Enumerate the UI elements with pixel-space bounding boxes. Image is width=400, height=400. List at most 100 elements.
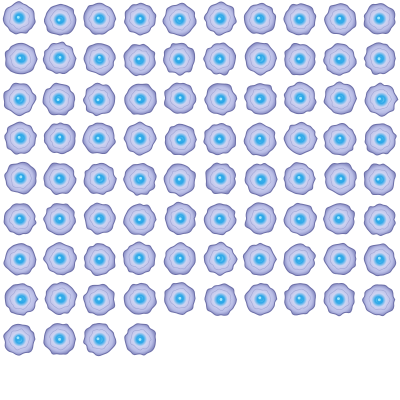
orb-core-highlight xyxy=(338,136,342,140)
sprite-frame xyxy=(160,240,200,280)
sprite-frame xyxy=(240,160,280,200)
sprite-frame xyxy=(120,320,160,360)
orb-inner-ring xyxy=(8,328,31,351)
sprite-frame xyxy=(160,280,200,320)
energy-orb-icon xyxy=(124,83,157,115)
energy-orb-icon xyxy=(203,42,237,76)
orb-core-highlight xyxy=(137,297,141,301)
orb-core-highlight xyxy=(178,296,182,300)
orb-inner-ring xyxy=(49,8,72,31)
energy-orb-icon xyxy=(163,163,196,197)
orb-inner-ring xyxy=(88,8,111,29)
orb-inner-ring xyxy=(9,48,32,70)
orb-core-highlight xyxy=(16,336,20,340)
orb-inner-ring xyxy=(329,9,352,30)
energy-orb-icon xyxy=(324,162,357,196)
orb-inner-ring xyxy=(289,288,311,311)
orb-core-highlight xyxy=(297,296,301,300)
orb-core-highlight xyxy=(18,257,22,261)
orb-inner-ring xyxy=(88,88,111,110)
orb-inner-ring xyxy=(368,209,391,231)
orb-inner-ring xyxy=(49,48,71,69)
orb-inner-ring xyxy=(128,48,150,71)
orb-core-highlight xyxy=(217,17,221,21)
orb-core-highlight xyxy=(17,135,21,139)
sprite-frame xyxy=(40,0,80,40)
energy-orb-icon xyxy=(203,203,237,236)
orb-core-highlight xyxy=(339,177,343,180)
energy-orb-icon xyxy=(243,122,277,157)
energy-orb-icon xyxy=(284,283,316,316)
sprite-frame xyxy=(0,80,40,120)
orb-core-highlight xyxy=(217,256,220,260)
orb-inner-ring xyxy=(369,248,391,271)
energy-orb-icon xyxy=(43,162,77,195)
orb-core-highlight xyxy=(377,57,381,61)
orb-core-highlight xyxy=(297,217,301,221)
orb-core-highlight xyxy=(338,16,342,20)
orb-inner-ring xyxy=(289,209,311,231)
orb-inner-ring xyxy=(89,249,110,271)
sprite-frame xyxy=(280,120,320,160)
orb-core-highlight xyxy=(297,176,301,179)
sprite-frame xyxy=(40,320,80,360)
orb-inner-ring xyxy=(249,88,271,110)
orb-core-highlight xyxy=(137,57,141,61)
orb-inner-ring xyxy=(129,89,152,110)
orb-inner-ring xyxy=(249,48,272,69)
energy-orb-icon xyxy=(43,323,77,355)
orb-inner-ring xyxy=(249,7,271,30)
energy-orb-icon xyxy=(244,283,278,316)
orb-inner-ring xyxy=(249,288,271,310)
sprite-frame xyxy=(280,160,320,200)
orb-inner-ring xyxy=(210,167,232,190)
sprite-frame xyxy=(80,0,120,40)
orb-inner-ring xyxy=(10,127,31,150)
energy-orb-icon xyxy=(283,121,318,155)
energy-orb-icon xyxy=(203,1,237,36)
sprite-frame xyxy=(0,200,40,240)
energy-orb-icon xyxy=(244,202,277,235)
orb-inner-ring xyxy=(288,168,311,189)
sprite-frame xyxy=(200,280,240,320)
orb-core-highlight xyxy=(138,218,141,222)
energy-orb-icon xyxy=(123,282,157,315)
orb-inner-ring xyxy=(290,8,311,30)
energy-orb-icon xyxy=(163,82,197,114)
energy-orb-icon xyxy=(323,203,355,235)
energy-orb-icon xyxy=(284,42,316,76)
energy-orb-icon xyxy=(242,242,277,276)
energy-orb-icon xyxy=(2,1,36,35)
sprite-frame xyxy=(160,200,200,240)
orb-core-highlight xyxy=(58,337,61,341)
orb-inner-ring xyxy=(129,7,151,29)
sprite-frame xyxy=(0,40,40,80)
sprite-frame xyxy=(240,240,280,280)
orb-core-highlight xyxy=(16,96,20,100)
orb-inner-ring xyxy=(368,169,391,191)
energy-orb-icon xyxy=(43,242,77,276)
orb-core-highlight xyxy=(258,296,262,300)
energy-orb-icon xyxy=(123,121,157,156)
sprite-frame xyxy=(240,0,280,40)
energy-orb-icon xyxy=(3,82,37,117)
orb-inner-ring xyxy=(328,288,350,310)
orb-core-highlight xyxy=(178,96,182,99)
orb-core-highlight xyxy=(138,136,142,140)
sprite-frame xyxy=(360,280,400,320)
sprite-frame xyxy=(120,120,160,160)
energy-orb-icon xyxy=(204,83,238,116)
sprite-frame xyxy=(120,200,160,240)
energy-orb-icon xyxy=(323,81,358,115)
orb-core-highlight xyxy=(299,96,302,100)
orb-inner-ring xyxy=(330,88,352,110)
sprite-frame xyxy=(320,160,360,200)
orb-core-highlight xyxy=(337,57,341,61)
orb-core-highlight xyxy=(258,136,262,140)
orb-inner-ring xyxy=(209,208,232,230)
sprite-frame xyxy=(320,80,360,120)
energy-orb-icon xyxy=(83,43,116,76)
sprite-frame xyxy=(160,0,200,40)
orb-inner-ring xyxy=(288,48,311,70)
orb-inner-ring xyxy=(169,248,191,270)
